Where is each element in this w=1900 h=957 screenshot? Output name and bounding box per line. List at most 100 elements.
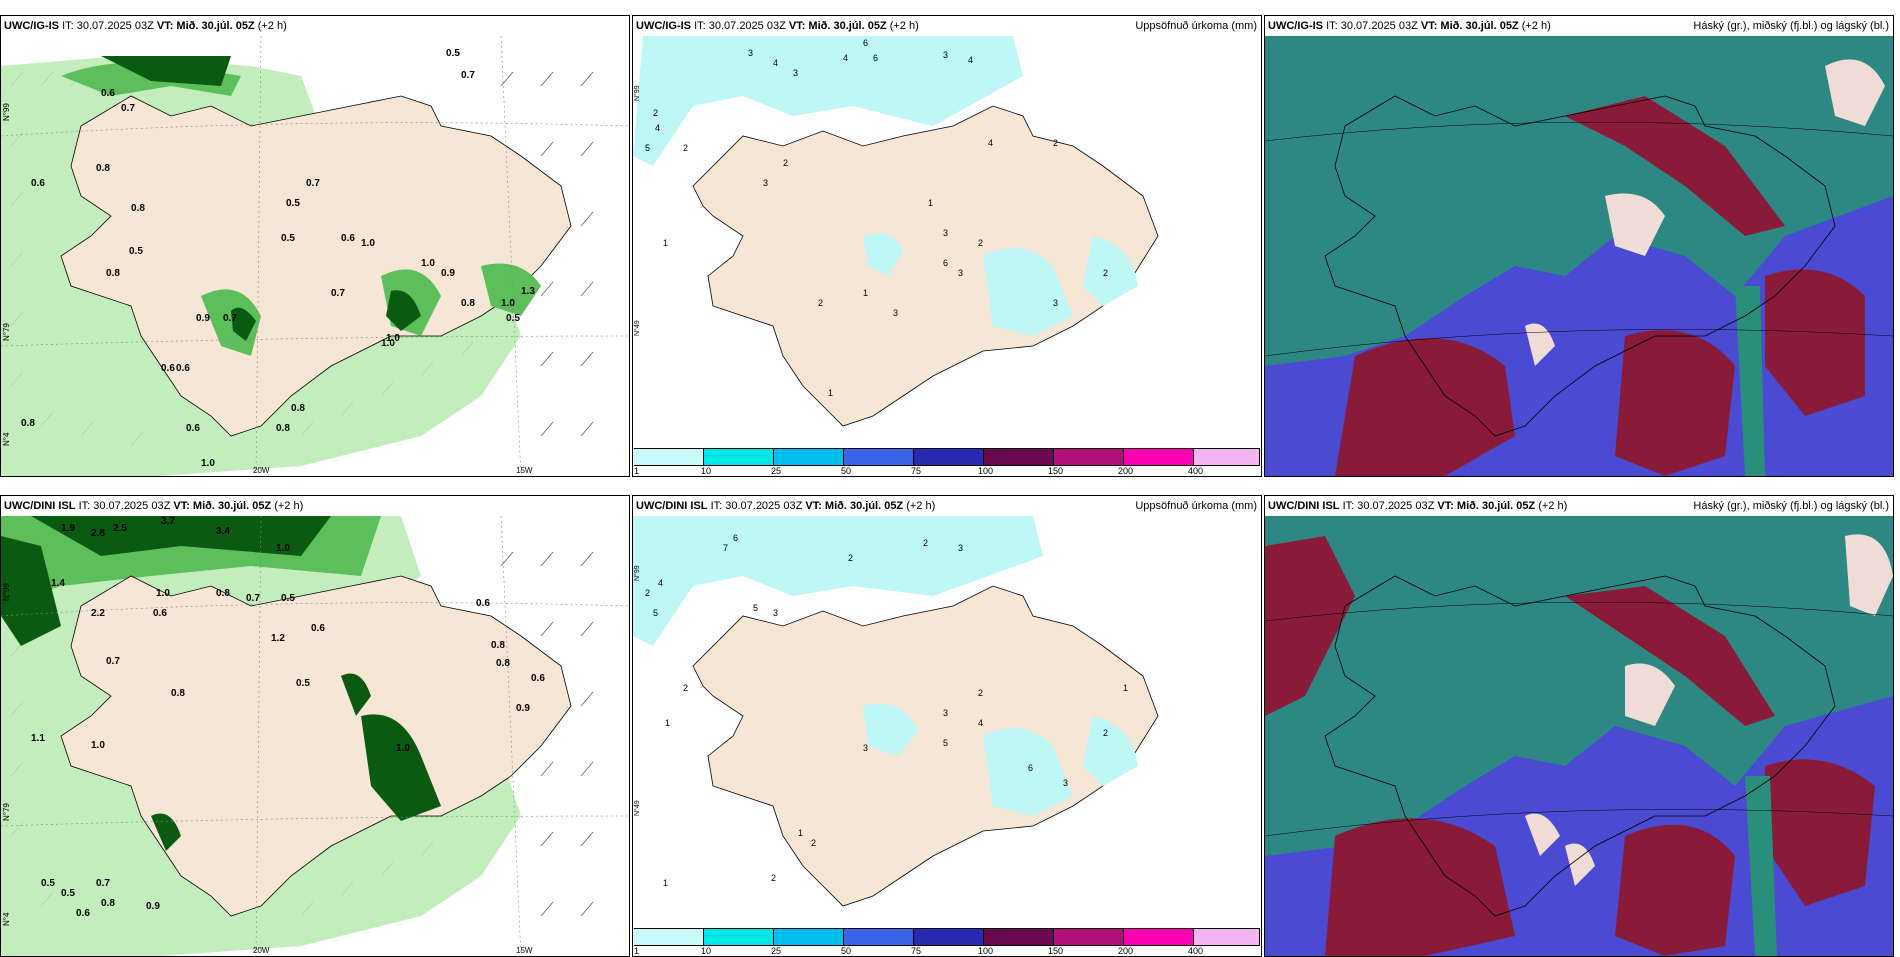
colorbar-tick: 400: [1188, 946, 1204, 956]
wind-label: 0.7: [246, 593, 260, 604]
wind-label: 0.7: [121, 103, 135, 114]
colorbar-tick: 75: [911, 466, 922, 476]
wind-label: 1.4: [51, 578, 65, 589]
wind-label: 0.7: [106, 656, 120, 667]
valid-time: VT: Mið. 30.júl. 05Z: [805, 500, 904, 512]
axis-ticks: 20W 15W N°99 N°79 N°4: [2, 103, 533, 475]
model-name: UWC/DINI ISL: [4, 500, 76, 512]
precip-label: 3: [943, 708, 948, 718]
graticule: [1, 36, 629, 476]
model-name: UWC/DINI ISL: [1268, 500, 1340, 512]
cloud-low-area: [1335, 96, 1865, 476]
cloud-clear-area: [1525, 59, 1885, 366]
precip-label: 1: [798, 828, 803, 838]
wind-label: 0.8: [21, 418, 35, 429]
cloud-map-svg: [1265, 36, 1893, 476]
valid-time: VT: Mið. 30.júl. 05Z: [788, 20, 887, 32]
init-time: IT: 30.07.2025 03Z: [710, 500, 803, 512]
precip-label: 3: [1063, 778, 1068, 788]
colorbar-tick: 75: [911, 946, 922, 956]
precip-label: 4: [655, 123, 660, 133]
colorbar-swatch: [844, 928, 914, 946]
init-time: IT: 30.07.2025 03Z: [62, 20, 154, 32]
wind-label: 0.5: [61, 888, 75, 899]
precip-label: 2: [978, 238, 983, 248]
wind-label: 0.8: [106, 268, 120, 279]
wind-label: 1.0: [381, 338, 395, 349]
precip-label: 2: [653, 108, 658, 118]
colorbar-swatch: [844, 448, 914, 466]
wind-label: 0.7: [96, 878, 110, 889]
colorbar-swatch: [1194, 928, 1260, 946]
precip-label: 2: [811, 838, 816, 848]
colorbar-tick: 150: [1048, 466, 1064, 476]
precip-panel-row1: UWC/IG-IS IT: 30.07.2025 03Z VT: Mið. 30…: [632, 15, 1262, 477]
precip-label: 2: [978, 688, 983, 698]
wind-panel-row1: UWC/IG-IS IT: 30.07.2025 03Z VT: Mið. 30…: [0, 15, 630, 477]
precip-label: 4: [658, 578, 663, 588]
wind-label: 0.5: [41, 878, 55, 889]
colorbar-tick: 100: [978, 466, 994, 476]
wind-label: 0.7: [461, 70, 475, 81]
init-time: IT: 30.07.2025 03Z: [78, 500, 171, 512]
cloud-map: [1265, 516, 1893, 956]
wind-label: 0.7: [223, 313, 237, 324]
precip-panel-row2: UWC/DINI ISL IT: 30.07.2025 03Z VT: Mið.…: [632, 495, 1262, 957]
cloud-low-area: [1735, 286, 1765, 476]
wind-mid-area: [61, 62, 541, 357]
wind-label: 2.2: [91, 608, 105, 619]
wind-dark-area: [1, 516, 331, 646]
colorbar-swatch: [914, 448, 984, 466]
wind-label: 0.6: [176, 363, 190, 374]
wind-label: 1.0: [396, 743, 410, 754]
cloud-high-area: [1265, 36, 1893, 366]
wind-label: 0.8: [461, 298, 475, 309]
wind-label: 3.7: [161, 516, 175, 527]
precip-label: 1: [663, 238, 668, 248]
precip-label: 6: [733, 533, 738, 543]
wind-label: 1.0: [276, 543, 290, 554]
init-time: IT: 30.07.2025 03Z: [1342, 500, 1435, 512]
panel-header: UWC/IG-IS IT: 30.07.2025 03Z VT: Mið. 30…: [1, 16, 629, 36]
wind-label: 0.9: [441, 268, 455, 279]
init-time: IT: 30.07.2025 03Z: [1326, 20, 1418, 32]
wind-label: 1.0: [501, 298, 515, 309]
colorbar-tick: 100: [978, 946, 994, 956]
precip-label: 1: [663, 878, 668, 888]
wind-label: 0.8: [276, 423, 290, 434]
colorbar-swatch: [984, 448, 1054, 466]
colorbar-tick: 25: [771, 466, 782, 476]
wind-label: 0.6: [153, 608, 167, 619]
precip-map-svg: 6 7 5 4 2 5 3 2 2 3 1 2 3 2 5 4 6 3 2 1: [633, 516, 1261, 928]
precip-label: 1: [1123, 683, 1128, 693]
precip-label: 3: [773, 608, 778, 618]
wind-label: 1.3: [521, 286, 535, 297]
cloud-high-area: [1745, 776, 1777, 956]
lead-time: (+2 h): [906, 500, 936, 512]
precip-label: 2: [771, 873, 776, 883]
lat-tick: N°79: [2, 803, 11, 821]
wind-label: 1.0: [156, 588, 170, 599]
wind-label: 0.8: [216, 588, 230, 599]
precip-label: 3: [958, 543, 963, 553]
precip-title: Uppsöfnuð úrkoma (mm): [1135, 20, 1257, 32]
precip-colorbar: 1 10 25 50 75 100 150 200 400: [633, 928, 1261, 956]
cloud-high-area: [1265, 516, 1893, 856]
wind-map: 0.6 0.7 0.8 0.8 0.5 0.7 0.6 1.0 0.9 1.0 …: [1, 36, 629, 476]
precip-label: 3: [748, 48, 753, 58]
wind-label: 1.0: [201, 458, 215, 469]
wind-label: 2.5: [113, 523, 127, 534]
colorbar-swatch: [1054, 448, 1124, 466]
colorbar-swatch: [1194, 448, 1260, 466]
precip-label: 2: [783, 158, 788, 168]
cloud-map-svg: [1265, 516, 1893, 956]
lon-tick: 15W: [516, 946, 533, 955]
precip-label: 2: [818, 298, 823, 308]
precip-map-svg: 3 4 3 6 4 6 3 4 2 4 5 2 1 3 2 3 2 1 6 3: [633, 36, 1261, 448]
wind-label: 0.9: [516, 703, 530, 714]
wind-label: 0.8: [171, 688, 185, 699]
precip-value-labels: 6 7 5 4 2 5 3 2 2 3 1 2 3 2 5 4 6 3 2 1: [645, 533, 1128, 888]
precip-label: 7: [723, 543, 728, 553]
wind-label: 0.8: [101, 898, 115, 909]
colorbar-swatch: [1124, 928, 1194, 946]
